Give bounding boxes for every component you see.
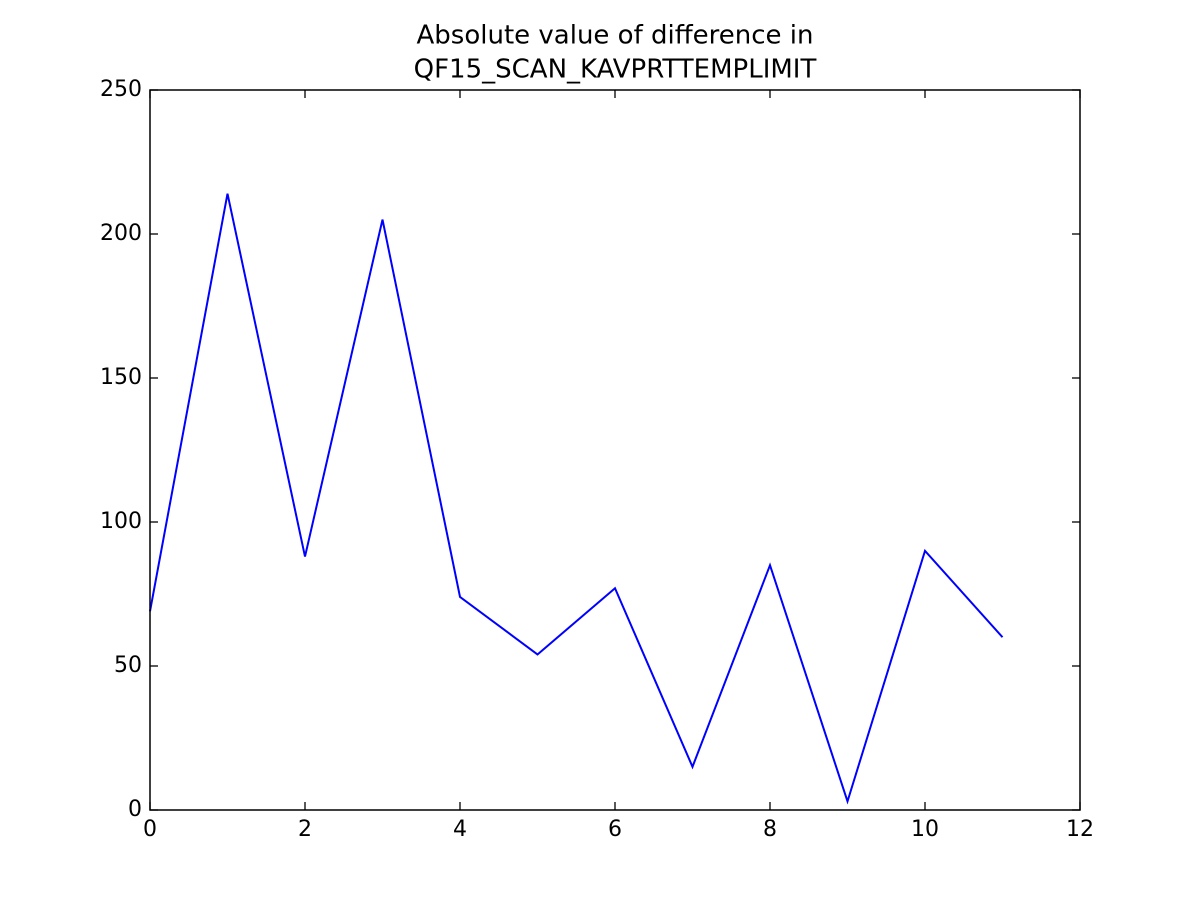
y-tick-label: 0 — [128, 797, 142, 822]
x-tick-label: 4 — [453, 817, 467, 842]
x-tick-label: 6 — [608, 817, 622, 842]
data-line — [149, 193, 1004, 805]
x-tick-label: 2 — [298, 817, 312, 842]
x-tick-label: 0 — [143, 817, 157, 842]
y-tick-label: 50 — [114, 653, 142, 678]
y-tick-label: 150 — [100, 365, 142, 390]
plot-frame — [149, 89, 1081, 811]
x-tick-label: 8 — [763, 817, 777, 842]
y-tick-label: 250 — [100, 77, 142, 102]
y-tick-label: 100 — [100, 509, 142, 534]
x-tick-label: 10 — [911, 817, 939, 842]
chart-title: Absolute value of difference in — [417, 21, 814, 51]
x-tick-label: 12 — [1066, 817, 1094, 842]
chart-title: QF15_SCAN_KAVPRTTEMPLIMIT — [414, 55, 817, 85]
y-tick-label: 200 — [100, 221, 142, 246]
